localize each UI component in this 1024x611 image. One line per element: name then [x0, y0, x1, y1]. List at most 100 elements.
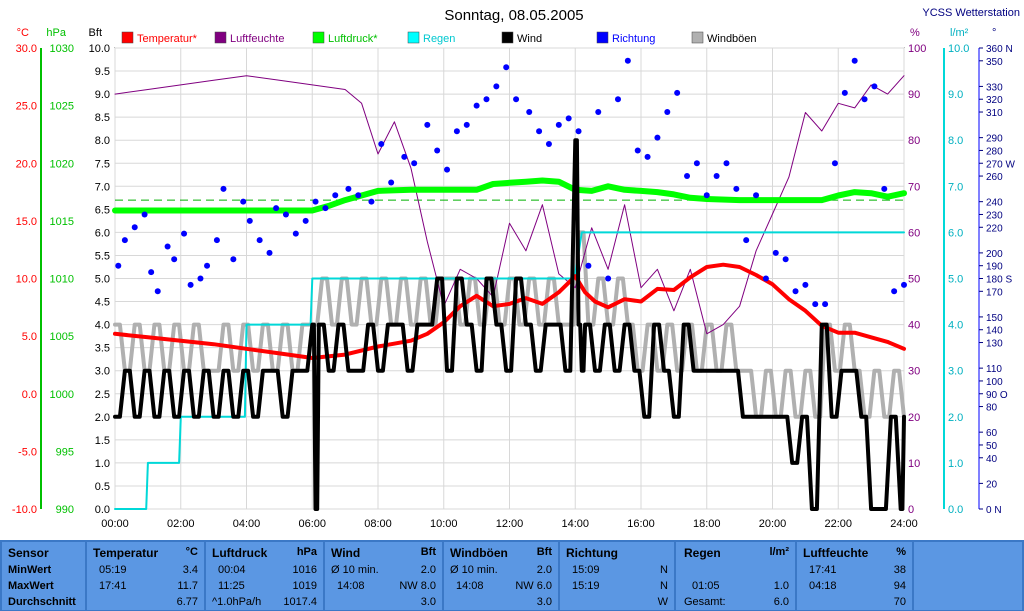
- temperature-tick-label: 20.0: [16, 158, 37, 170]
- chart-title: Sonntag, 08.05.2005: [444, 7, 583, 24]
- pressure-tick-label: 995: [56, 446, 74, 458]
- direction-point: [891, 288, 898, 295]
- temperature-tick-label: 30.0: [16, 43, 37, 55]
- stats-time: 15:09: [572, 564, 600, 576]
- temperature-tick-label: 10.0: [16, 274, 37, 286]
- stats-value: 1016: [292, 564, 317, 576]
- direction-point: [483, 96, 490, 103]
- direction-point: [204, 262, 211, 269]
- direction-point: [713, 173, 720, 180]
- direction-point: [575, 128, 582, 135]
- stats-unit: °C: [185, 546, 198, 558]
- direction-point: [230, 256, 237, 263]
- stats-column-windboeen: Windböen Bft Ø 10 min. 2.0 14:08 NW 6.0 …: [444, 542, 558, 610]
- pressure-tick-label: 1010: [50, 274, 74, 286]
- series-layer: [112, 57, 907, 511]
- direction-tick-label: 20: [986, 479, 998, 490]
- wind_bft-tick-label: 0.5: [95, 481, 110, 493]
- stats-header: Richtung: [566, 546, 618, 560]
- direction-point: [743, 237, 750, 244]
- x-tick-label: 12:00: [496, 518, 524, 530]
- stats-value: 3.0: [536, 596, 552, 608]
- pressure-tick-label: 1005: [50, 331, 74, 343]
- stats-row-label: Durchschnitt: [8, 596, 76, 608]
- stats-value: NW 8.0: [399, 580, 436, 592]
- humidity-tick-label: 60: [908, 227, 920, 239]
- direction-point: [703, 192, 710, 199]
- temperature-unit-label: °C: [17, 27, 29, 39]
- direction-point: [762, 275, 769, 282]
- direction-point: [565, 115, 572, 122]
- direction-point: [772, 249, 779, 256]
- stats-value: 2.0: [420, 564, 436, 576]
- stats-unit: hPa: [296, 546, 317, 558]
- x-tick-label: 04:00: [233, 518, 261, 530]
- direction-point: [841, 89, 848, 96]
- wind_bft-tick-label: 3.5: [95, 343, 110, 355]
- axes-layer: 00:00 02:00 04:00 06:00 08:00 10:00 12:00 14:00…: [12, 27, 1016, 530]
- direction-unit-label: °: [992, 27, 996, 39]
- direction-point: [493, 83, 500, 90]
- direction-point: [674, 89, 681, 96]
- wind_bft-tick-label: 0.0: [95, 504, 110, 516]
- direction-point: [684, 173, 691, 180]
- humidity-tick-label: 70: [908, 181, 920, 193]
- direction-tick-label: 100: [986, 377, 1003, 388]
- grid: [114, 47, 905, 510]
- stats-value: 11.7: [177, 580, 198, 592]
- wind_bft-tick-label: 5.0: [95, 274, 110, 286]
- wind_bft-tick-label: 1.5: [95, 435, 110, 447]
- stats-time: Ø 10 min.: [331, 564, 379, 576]
- direction-tick-label: 200: [986, 249, 1003, 260]
- direction-point: [256, 237, 263, 244]
- direction-point: [345, 185, 352, 192]
- legend-swatch: [596, 31, 609, 44]
- humidity-tick-label: 30: [908, 366, 920, 378]
- legend-label: Windböen: [707, 33, 757, 45]
- direction-point: [332, 192, 339, 199]
- stats-header: Temperatur: [93, 546, 159, 560]
- direction-point: [792, 288, 799, 295]
- direction-point: [614, 96, 621, 103]
- temperature-tick-label: 15.0: [16, 216, 37, 228]
- direction-point: [401, 153, 408, 160]
- humidity-tick-label: 20: [908, 412, 920, 424]
- direction-point: [664, 109, 671, 116]
- stats-value: 70: [893, 596, 906, 608]
- stats-time: 14:08: [337, 580, 365, 592]
- direction-point: [164, 243, 171, 250]
- rain-tick-label: 10.0: [948, 43, 969, 55]
- direction-point: [181, 230, 188, 237]
- x-tick-label: 14:00: [561, 518, 589, 530]
- legend-label: Wind: [517, 33, 542, 45]
- direction-tick-label: 270 W: [986, 159, 1015, 170]
- wind_bft-tick-label: 1.0: [95, 458, 110, 470]
- rain-tick-label: 2.0: [948, 412, 963, 424]
- direction-point: [197, 275, 204, 282]
- wind_bft-tick-label: 9.0: [95, 89, 110, 101]
- x-tick-label: 20:00: [759, 518, 787, 530]
- stats-value: 1.0: [773, 580, 789, 592]
- direction-tick-label: 220: [986, 223, 1003, 234]
- direction-point: [378, 141, 385, 148]
- stats-time: 17:41: [809, 564, 837, 576]
- direction-tick-label: 40: [986, 454, 998, 465]
- stats-value: 1017.4: [283, 596, 317, 608]
- direction-point: [282, 211, 289, 218]
- direction-point: [812, 301, 819, 308]
- humidity-tick-label: 100: [908, 43, 926, 55]
- stats-header: Luftfeuchte: [803, 546, 869, 560]
- temperature-tick-label: 25.0: [16, 101, 37, 113]
- direction-point: [292, 230, 299, 237]
- stats-time: ^1.0hPa/h: [212, 596, 262, 608]
- direction-point: [881, 185, 888, 192]
- stats-time: 15:19: [572, 580, 600, 592]
- direction-point: [624, 57, 631, 64]
- stats-row-label: MaxWert: [8, 580, 54, 592]
- wind_bft-tick-label: 6.5: [95, 204, 110, 216]
- direction-tick-label: 360 N: [986, 44, 1013, 55]
- direction-point: [355, 192, 362, 199]
- temperature-tick-label: 0.0: [22, 389, 37, 401]
- statistics-table: Sensor MinWert MaxWert Durchschnitt Temp…: [0, 540, 1024, 611]
- rain-tick-label: 3.0: [948, 366, 963, 378]
